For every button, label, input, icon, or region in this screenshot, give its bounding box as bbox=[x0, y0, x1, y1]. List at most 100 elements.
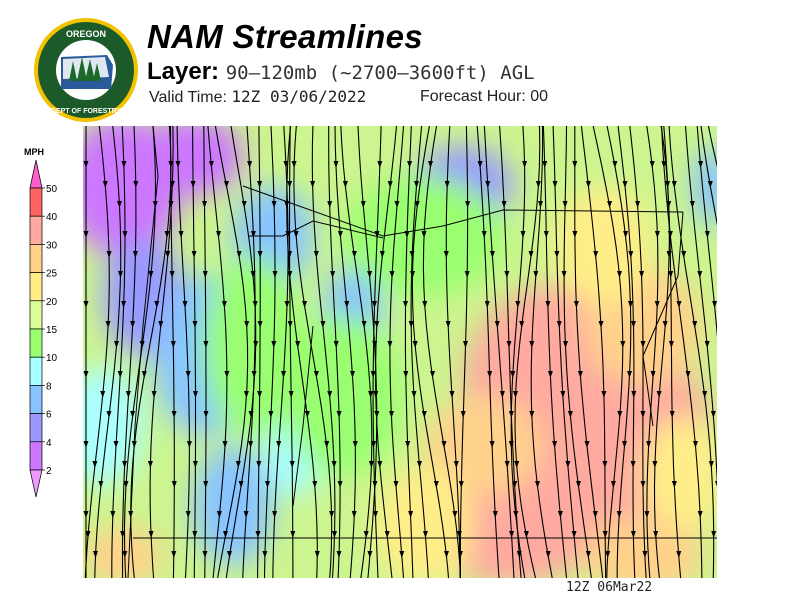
streamline-arrow bbox=[313, 251, 319, 258]
streamline-arrow bbox=[238, 481, 244, 488]
streamline-arrow bbox=[350, 371, 355, 378]
streamline-arrow bbox=[654, 231, 660, 238]
streamline-arrow bbox=[148, 271, 154, 278]
colorbar-segment bbox=[29, 385, 43, 414]
streamline-arrow bbox=[320, 321, 326, 328]
streamline-arrow bbox=[393, 481, 399, 488]
streamline-arrow bbox=[654, 301, 660, 308]
streamline-arrow bbox=[367, 551, 373, 558]
streamline-arrow bbox=[697, 271, 703, 278]
streamline-arrow bbox=[203, 481, 209, 488]
streamline-arrow bbox=[460, 411, 466, 418]
streamline-arrow bbox=[83, 231, 89, 238]
streamline-arrow bbox=[152, 201, 158, 208]
streamline-arrow bbox=[284, 201, 290, 208]
colorbar-tick-label: 8 bbox=[46, 381, 52, 392]
streamline-arrow bbox=[98, 481, 104, 488]
streamline-arrow bbox=[110, 511, 116, 518]
wind-speed-area bbox=[283, 316, 403, 476]
state-border bbox=[292, 325, 314, 507]
streamline-arrow bbox=[712, 301, 717, 308]
streamline-arrow bbox=[287, 271, 293, 278]
streamline-arrow bbox=[333, 161, 339, 168]
streamline-arrow bbox=[522, 161, 528, 168]
streamline-arrow bbox=[168, 201, 174, 208]
streamline-arrow bbox=[118, 271, 123, 278]
colorbar-segment bbox=[29, 244, 43, 273]
streamline-arrow bbox=[535, 181, 541, 188]
streamline-arrow bbox=[410, 271, 415, 278]
streamline-arrow bbox=[148, 531, 154, 538]
wind-speed-area bbox=[643, 416, 717, 536]
streamline-arrow bbox=[384, 531, 390, 538]
streamline-arrow bbox=[499, 391, 505, 398]
streamline bbox=[476, 126, 500, 578]
streamline-arrow bbox=[379, 251, 385, 258]
streamline-arrow bbox=[333, 341, 339, 348]
streamline-arrow bbox=[567, 411, 573, 418]
streamline-arrow bbox=[141, 371, 147, 378]
streamline-arrow bbox=[221, 301, 227, 308]
valid-time-value: 12Z 03/06/2022 bbox=[231, 87, 367, 106]
streamline-arrow bbox=[484, 301, 490, 308]
streamline-arrow bbox=[368, 461, 374, 468]
streamline-arrow bbox=[421, 231, 427, 238]
streamline-arrow bbox=[351, 251, 357, 258]
streamline-arrow bbox=[610, 481, 616, 488]
streamline-arrow bbox=[514, 461, 520, 468]
streamline-arrow bbox=[560, 391, 566, 398]
streamline-arrow bbox=[131, 441, 137, 448]
streamline-arrow bbox=[291, 161, 297, 168]
streamline-arrow bbox=[631, 391, 637, 398]
streamline bbox=[661, 126, 703, 578]
streamline-arrow bbox=[190, 181, 196, 188]
streamline-arrow bbox=[216, 231, 221, 238]
streamline-arrow bbox=[130, 321, 136, 328]
streamline-arrow bbox=[515, 301, 521, 308]
streamline-arrow bbox=[444, 181, 450, 188]
streamline-arrow bbox=[404, 231, 410, 238]
streamline-arrow bbox=[542, 161, 548, 168]
streamline-arrow bbox=[504, 271, 510, 278]
streamline-arrow bbox=[445, 321, 451, 328]
streamline bbox=[404, 126, 414, 578]
streamline-arrow bbox=[411, 391, 417, 398]
streamline-arrow bbox=[577, 371, 583, 378]
streamline-arrow bbox=[422, 301, 428, 308]
streamline-arrow bbox=[627, 371, 632, 378]
streamline-arrow bbox=[535, 481, 540, 488]
streamline-arrow bbox=[223, 531, 228, 538]
streamline-arrow bbox=[257, 181, 263, 188]
streamline-arrow bbox=[106, 251, 112, 258]
streamline bbox=[422, 126, 462, 578]
streamline-arrow bbox=[121, 301, 127, 308]
wind-speed-area bbox=[583, 516, 703, 578]
streamline-arrow bbox=[552, 441, 558, 448]
streamline bbox=[334, 126, 356, 578]
streamline-arrow bbox=[374, 231, 380, 238]
streamline-arrow bbox=[572, 231, 578, 238]
streamline-arrow bbox=[433, 481, 439, 488]
streamline-arrow bbox=[302, 301, 308, 308]
streamline-arrow bbox=[494, 321, 500, 328]
streamline bbox=[606, 126, 632, 578]
streamline-arrow bbox=[106, 411, 112, 418]
streamline-arrow bbox=[192, 461, 198, 468]
streamline-arrow bbox=[271, 341, 277, 348]
streamline-arrow bbox=[310, 181, 316, 188]
streamline-arrow bbox=[547, 371, 553, 378]
streamline-arrow bbox=[227, 551, 232, 558]
streamline-arrow bbox=[612, 161, 618, 168]
streamline-arrow bbox=[421, 411, 427, 418]
wind-speed-area bbox=[693, 146, 717, 226]
streamline-map bbox=[83, 126, 717, 578]
streamline-arrow bbox=[293, 231, 299, 238]
streamline-arrow bbox=[710, 411, 716, 418]
streamline-arrow bbox=[405, 441, 411, 448]
streamline-arrow bbox=[265, 481, 270, 488]
streamline-arrow bbox=[313, 371, 319, 378]
streamline-arrow bbox=[561, 271, 567, 278]
streamline-arrow bbox=[377, 161, 383, 168]
streamline-arrow bbox=[529, 411, 535, 418]
streamline-arrow bbox=[554, 251, 560, 258]
